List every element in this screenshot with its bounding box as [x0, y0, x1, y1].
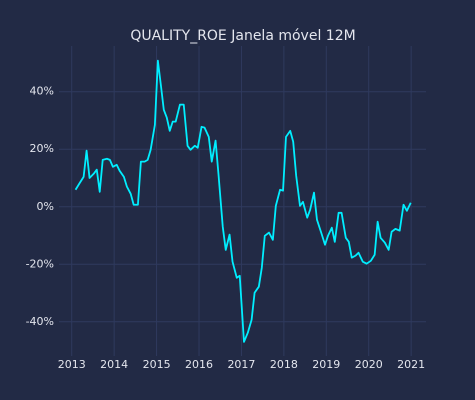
y-tick-label: -40%: [26, 315, 54, 328]
x-tick-label: 2018: [270, 358, 298, 371]
chart-title: QUALITY_ROE Janela móvel 12M: [130, 28, 355, 44]
x-tick-label: 2013: [58, 358, 86, 371]
y-tick-label: 40%: [30, 85, 54, 98]
y-tick-label: 0%: [37, 200, 54, 213]
x-tick-label: 2020: [355, 358, 383, 371]
x-tick-label: 2019: [312, 358, 340, 371]
x-tick-label: 2016: [185, 358, 213, 371]
x-tick-label: 2015: [143, 358, 171, 371]
x-tick-label: 2014: [100, 358, 128, 371]
x-tick-label: 2021: [397, 358, 425, 371]
y-tick-label: 20%: [30, 142, 54, 155]
line-series: [74, 59, 412, 343]
y-tick-label: -20%: [26, 257, 54, 270]
x-tick-label: 2017: [227, 358, 255, 371]
